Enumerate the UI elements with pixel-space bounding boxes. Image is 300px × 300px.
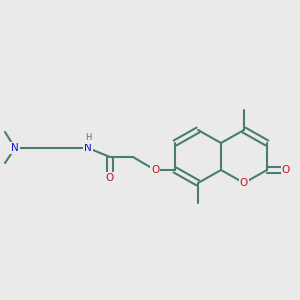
Text: H: H <box>85 134 91 142</box>
Text: N: N <box>84 143 92 153</box>
Text: O: O <box>151 165 159 175</box>
Text: O: O <box>240 178 248 188</box>
Text: N: N <box>11 143 19 153</box>
Text: O: O <box>282 165 290 175</box>
Text: O: O <box>106 173 114 183</box>
